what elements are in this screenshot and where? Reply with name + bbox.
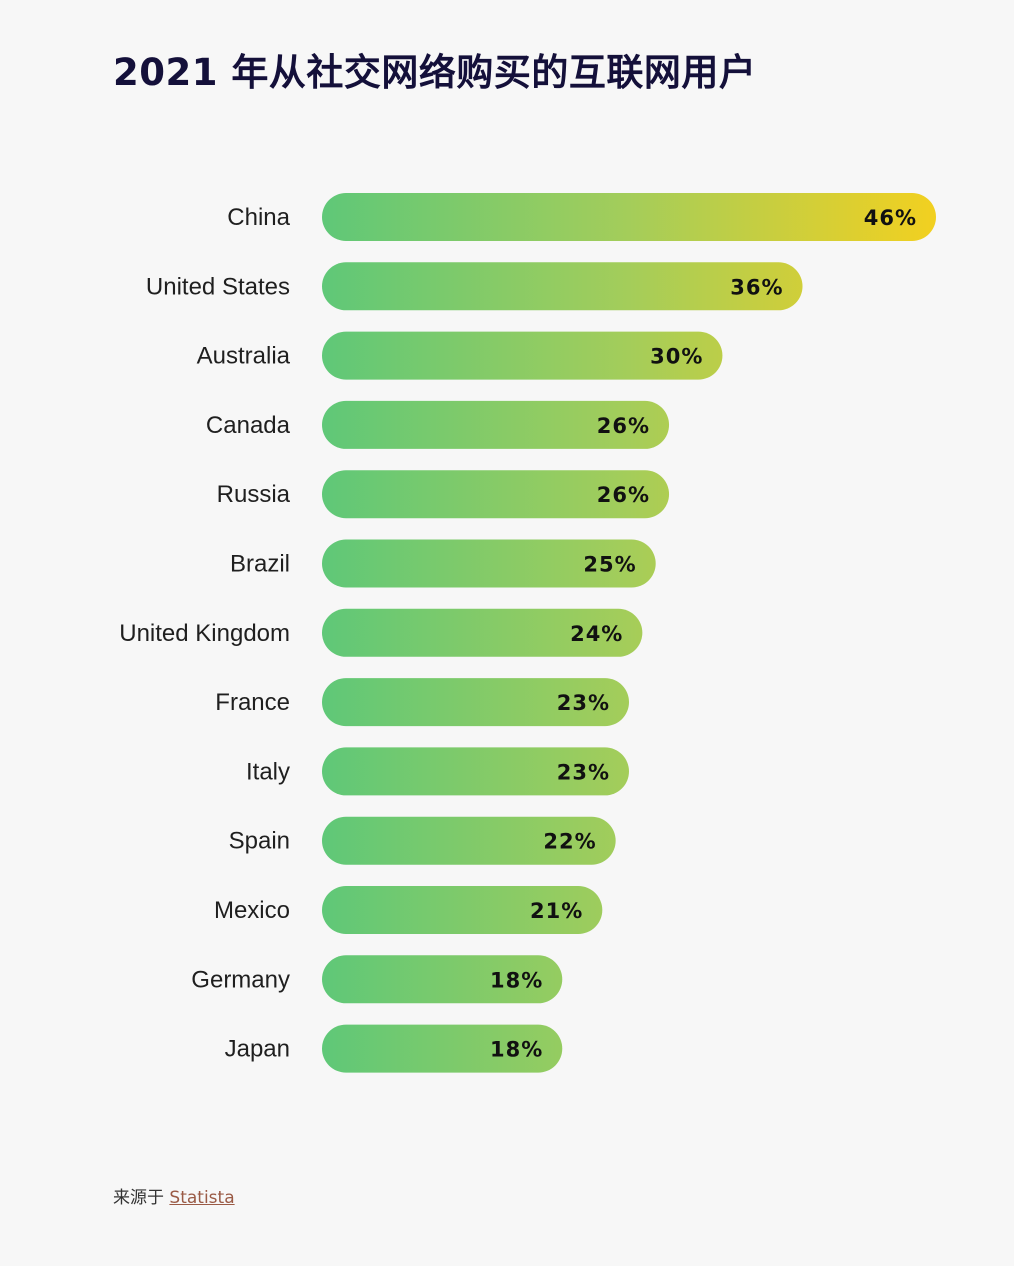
- category-label: China: [227, 204, 290, 231]
- source-link[interactable]: Statista: [169, 1188, 235, 1208]
- category-label: Japan: [225, 1036, 290, 1063]
- bar-france: [322, 678, 629, 727]
- value-label: 30%: [650, 345, 703, 369]
- value-label: 21%: [530, 899, 583, 923]
- value-label: 26%: [597, 414, 650, 438]
- category-label: Brazil: [230, 551, 290, 578]
- category-label: France: [215, 689, 290, 716]
- category-label: Spain: [229, 828, 290, 855]
- bar-united-states: [322, 262, 803, 311]
- source-note: 来源于 Statista: [113, 1183, 235, 1208]
- category-label: Mexico: [214, 897, 290, 924]
- value-label: 22%: [543, 830, 596, 854]
- value-label: 46%: [864, 206, 917, 230]
- bars-group: China 46% United States 36% Australia 30% Cana…: [119, 193, 936, 1073]
- category-label: Canada: [206, 412, 291, 439]
- value-label: 24%: [570, 622, 623, 646]
- source-prefix: 来源于: [113, 1188, 164, 1208]
- category-label: Russia: [217, 481, 291, 508]
- bar-italy: [322, 747, 629, 796]
- value-label: 18%: [490, 968, 543, 992]
- bar-spain: [322, 816, 616, 865]
- bar-brazil: [322, 539, 656, 588]
- bar-china: [322, 193, 936, 241]
- bar-russia: [322, 470, 670, 519]
- bar-japan: [322, 1024, 563, 1073]
- value-label: 26%: [597, 483, 650, 507]
- category-label: Australia: [197, 343, 291, 370]
- value-label: 23%: [557, 760, 610, 784]
- bar-canada: [322, 400, 670, 449]
- value-label: 18%: [490, 1038, 543, 1062]
- bar-united-kingdom: [322, 608, 643, 657]
- category-label: Germany: [191, 966, 290, 993]
- value-label: 25%: [583, 553, 636, 577]
- category-label: United States: [146, 273, 290, 300]
- bar-mexico: [322, 886, 603, 934]
- category-label: United Kingdom: [119, 620, 290, 647]
- chart-title: 2021 年从社交网络购买的互联网用户: [113, 51, 757, 94]
- bar-germany: [322, 955, 563, 1004]
- value-label: 36%: [730, 275, 783, 299]
- bar-australia: [322, 331, 723, 380]
- category-label: Italy: [246, 758, 290, 785]
- value-label: 23%: [557, 691, 610, 715]
